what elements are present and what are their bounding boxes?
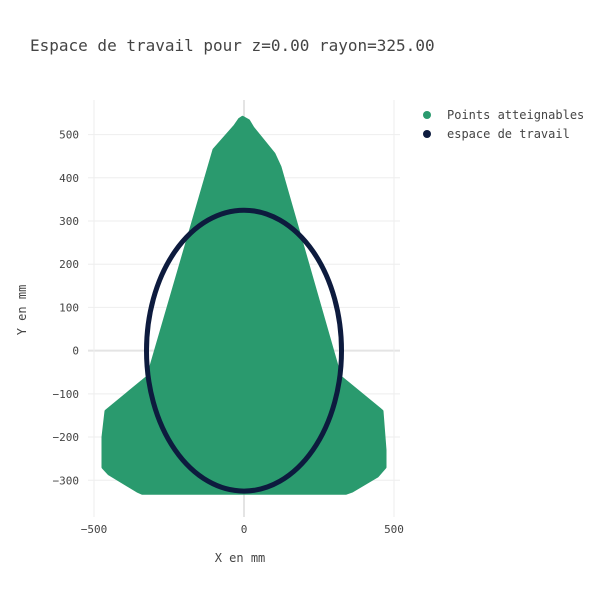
y-tick-label: 400 <box>59 172 79 185</box>
y-tick-label: 300 <box>59 215 79 228</box>
x-tick-label: 500 <box>384 523 404 536</box>
x-tick-label: −500 <box>81 523 108 536</box>
y-tick-label: −300 <box>53 474 80 487</box>
y-tick-label: 0 <box>72 345 79 358</box>
y-tick-label: 500 <box>59 129 79 142</box>
legend-item[interactable]: Points atteignables <box>423 108 584 122</box>
plot-area <box>101 115 387 495</box>
y-tick-label: −100 <box>53 388 80 401</box>
reachable-points-region <box>101 115 387 495</box>
legend-marker-icon <box>423 111 431 119</box>
x-tick-label: 0 <box>241 523 248 536</box>
legend-item[interactable]: espace de travail <box>423 127 570 141</box>
legend-marker-icon <box>423 130 431 138</box>
legend[interactable]: Points atteignables espace de travail <box>423 108 584 141</box>
axis-ticks: −300 −200 −100 0 100 200 300 400 500 −500 0 500 <box>53 129 404 536</box>
y-tick-label: 200 <box>59 258 79 271</box>
x-axis-label: X en mm <box>215 551 266 565</box>
legend-label: espace de travail <box>447 127 570 141</box>
chart-title: Espace de travail pour z=0.00 rayon=325.… <box>30 36 435 55</box>
y-tick-label: 100 <box>59 301 79 314</box>
legend-label: Points atteignables <box>447 108 584 122</box>
y-tick-label: −200 <box>53 431 80 444</box>
workspace-circle <box>144 207 344 494</box>
y-axis-label: Y en mm <box>15 285 29 336</box>
